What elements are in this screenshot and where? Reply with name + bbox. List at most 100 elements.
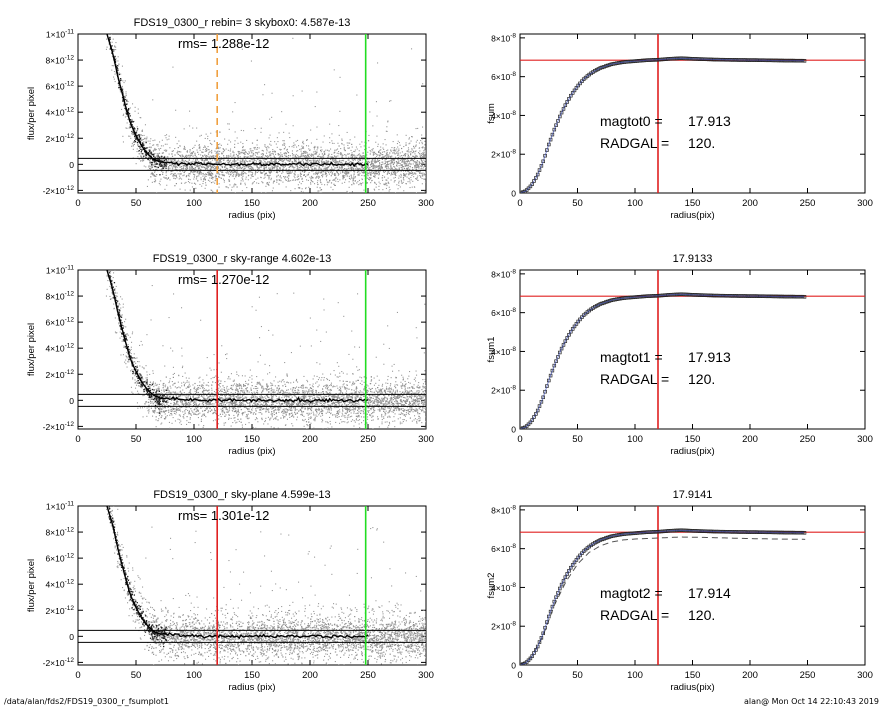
scatter-point	[229, 409, 231, 411]
scatter-point	[158, 148, 160, 150]
scatter-point	[213, 156, 215, 158]
scatter-point	[169, 167, 171, 169]
profile-point	[151, 164, 153, 166]
scatter-point	[301, 158, 303, 160]
scatter-point	[403, 146, 405, 148]
scatter-point	[282, 159, 284, 161]
scatter-point	[387, 121, 389, 123]
scatter-point	[129, 135, 131, 137]
scatter-point	[354, 195, 355, 196]
scatter-point	[264, 84, 266, 86]
scatter-point	[241, 277, 243, 279]
profile-point	[135, 137, 137, 139]
scatter-point	[284, 412, 286, 414]
scatter-point	[150, 154, 152, 156]
scatter-point	[228, 128, 230, 130]
scatter-point	[338, 397, 340, 399]
profile-point	[133, 128, 135, 130]
scatter-point	[353, 412, 355, 414]
scatter-point	[276, 398, 278, 400]
scatter-point	[383, 407, 385, 409]
scatter-point	[369, 166, 371, 169]
scatter-point	[303, 166, 305, 168]
scatter-point	[377, 62, 379, 64]
scatter-point	[361, 394, 363, 396]
scatter-point	[113, 49, 115, 51]
scatter-point	[122, 114, 124, 116]
scatter-point	[223, 179, 225, 181]
scatter-point	[236, 186, 238, 188]
scatter-point	[250, 177, 252, 179]
scatter-point	[241, 151, 243, 153]
scatter-point	[327, 411, 329, 413]
scatter-point	[389, 189, 391, 191]
scatter-point	[151, 382, 153, 384]
scatter-point	[180, 155, 182, 157]
scatter-point	[300, 183, 302, 185]
scatter-point	[175, 109, 177, 111]
scatter-point	[269, 168, 271, 170]
scatter-point	[318, 161, 320, 163]
scatter-point	[374, 174, 376, 176]
scatter-point	[421, 147, 423, 149]
scatter-point	[189, 418, 191, 420]
scatter-point	[344, 150, 346, 152]
scatter-point	[316, 149, 318, 151]
scatter-point	[389, 390, 391, 392]
scatter-point	[261, 181, 263, 183]
scatter-point	[293, 158, 296, 161]
scatter-point	[199, 135, 201, 137]
scatter-point	[236, 173, 238, 175]
scatter-points	[105, 34, 426, 196]
scatter-point	[394, 166, 396, 168]
scatter-point	[259, 156, 261, 158]
scatter-point	[297, 175, 299, 177]
scatter-point	[111, 34, 113, 35]
scatter-point	[232, 151, 234, 153]
profile-point	[141, 149, 143, 151]
scatter-point	[360, 183, 362, 185]
scatter-point	[346, 142, 348, 144]
scatter-point	[358, 174, 360, 176]
scatter-point	[183, 128, 185, 130]
scatter-point	[368, 178, 370, 180]
scatter-point	[222, 148, 224, 150]
scatter-point	[185, 154, 187, 156]
scatter-point	[127, 101, 129, 103]
scatter-point	[364, 149, 366, 151]
scatter-point	[282, 393, 284, 395]
scatter-point	[123, 345, 125, 347]
scatter-point	[233, 401, 235, 403]
scatter-point	[385, 158, 387, 160]
scatter-point	[312, 411, 314, 413]
scatter-point	[373, 408, 375, 410]
scatter-point	[270, 171, 273, 173]
scatter-point	[268, 151, 270, 153]
scatter-point	[276, 165, 278, 167]
scatter-point	[421, 154, 423, 156]
scatter-point	[271, 116, 273, 118]
scatter-point	[323, 135, 325, 137]
scatter-point	[240, 182, 242, 184]
scatter-point	[425, 149, 426, 151]
scatter-point	[302, 153, 304, 155]
x-tick-label: 100	[186, 434, 202, 445]
scatter-point	[294, 171, 296, 173]
scatter-point	[248, 151, 250, 153]
scatter-point	[175, 136, 177, 138]
scatter-point	[411, 186, 413, 188]
profile-point	[114, 58, 116, 61]
scatter-point	[381, 154, 383, 156]
scatter-point	[328, 170, 330, 172]
scatter-point	[400, 176, 402, 178]
scatter-point	[212, 178, 214, 180]
scatter-point	[401, 156, 403, 158]
scatter-point	[157, 153, 159, 155]
scatter-point	[327, 161, 329, 164]
scatter-point	[285, 179, 287, 181]
scatter-point	[409, 182, 411, 184]
scatter-point	[360, 170, 362, 172]
scatter-point	[202, 384, 204, 386]
scatter-point	[173, 166, 175, 168]
scatter-point	[169, 147, 171, 149]
